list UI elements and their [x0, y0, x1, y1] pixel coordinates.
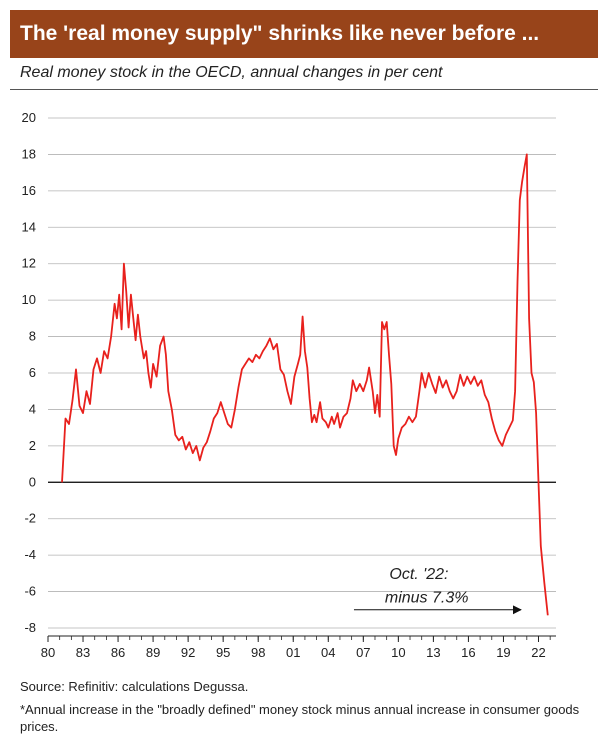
source-note: Source: Refinitiv: calculations Degussa. — [20, 679, 249, 694]
x-tick-label: 19 — [496, 645, 510, 660]
x-tick-label: 98 — [251, 645, 265, 660]
x-tick-label: 92 — [181, 645, 195, 660]
y-tick-label: 14 — [22, 219, 36, 234]
y-tick-label: 8 — [29, 329, 36, 344]
annotations: Oct. '22: minus 7.3% — [353, 566, 522, 615]
y-tick-label: 0 — [29, 474, 36, 489]
y-tick-label: 20 — [22, 110, 36, 125]
x-tick-label: 01 — [286, 645, 300, 660]
x-tick-label: 10 — [391, 645, 405, 660]
header-divider — [10, 89, 598, 90]
x-tick-label: 22 — [531, 645, 545, 660]
y-tick-label: 10 — [22, 292, 36, 307]
gridlines — [48, 117, 556, 629]
y-tick-label: 16 — [22, 183, 36, 198]
chart-title: The 'real money supply" shrinks like nev… — [10, 10, 598, 58]
y-tick-label: 2 — [29, 438, 36, 453]
x-tick-label: 07 — [356, 645, 370, 660]
x-tick-label: 95 — [216, 645, 230, 660]
y-tick-label: 12 — [22, 256, 36, 271]
y-tick-label: 18 — [22, 146, 36, 161]
y-tick-label: 6 — [29, 365, 36, 380]
y-tick-label: 4 — [29, 401, 36, 416]
x-tick-label: 86 — [111, 645, 125, 660]
footnote: *Annual increase in the "broadly defined… — [20, 702, 580, 734]
x-tick-label: 13 — [426, 645, 440, 660]
y-tick-label: -6 — [24, 584, 36, 599]
chart-subtitle: Real money stock in the OECD, annual cha… — [20, 64, 443, 81]
series-layer — [61, 153, 549, 616]
annotation-line-2: minus 7.3% — [385, 590, 469, 607]
y-tick-label: -8 — [24, 620, 36, 635]
x-tick-label: 83 — [76, 645, 90, 660]
x-tick-label: 80 — [41, 645, 55, 660]
x-tick-label: 04 — [321, 645, 335, 660]
series-line — [61, 153, 549, 616]
x-tick-label: 89 — [146, 645, 160, 660]
y-tick-label: -4 — [24, 547, 36, 562]
x-tick-label: 16 — [461, 645, 475, 660]
annotation-line-1: Oct. '22: — [389, 566, 448, 583]
y-tick-label: -2 — [24, 511, 36, 526]
